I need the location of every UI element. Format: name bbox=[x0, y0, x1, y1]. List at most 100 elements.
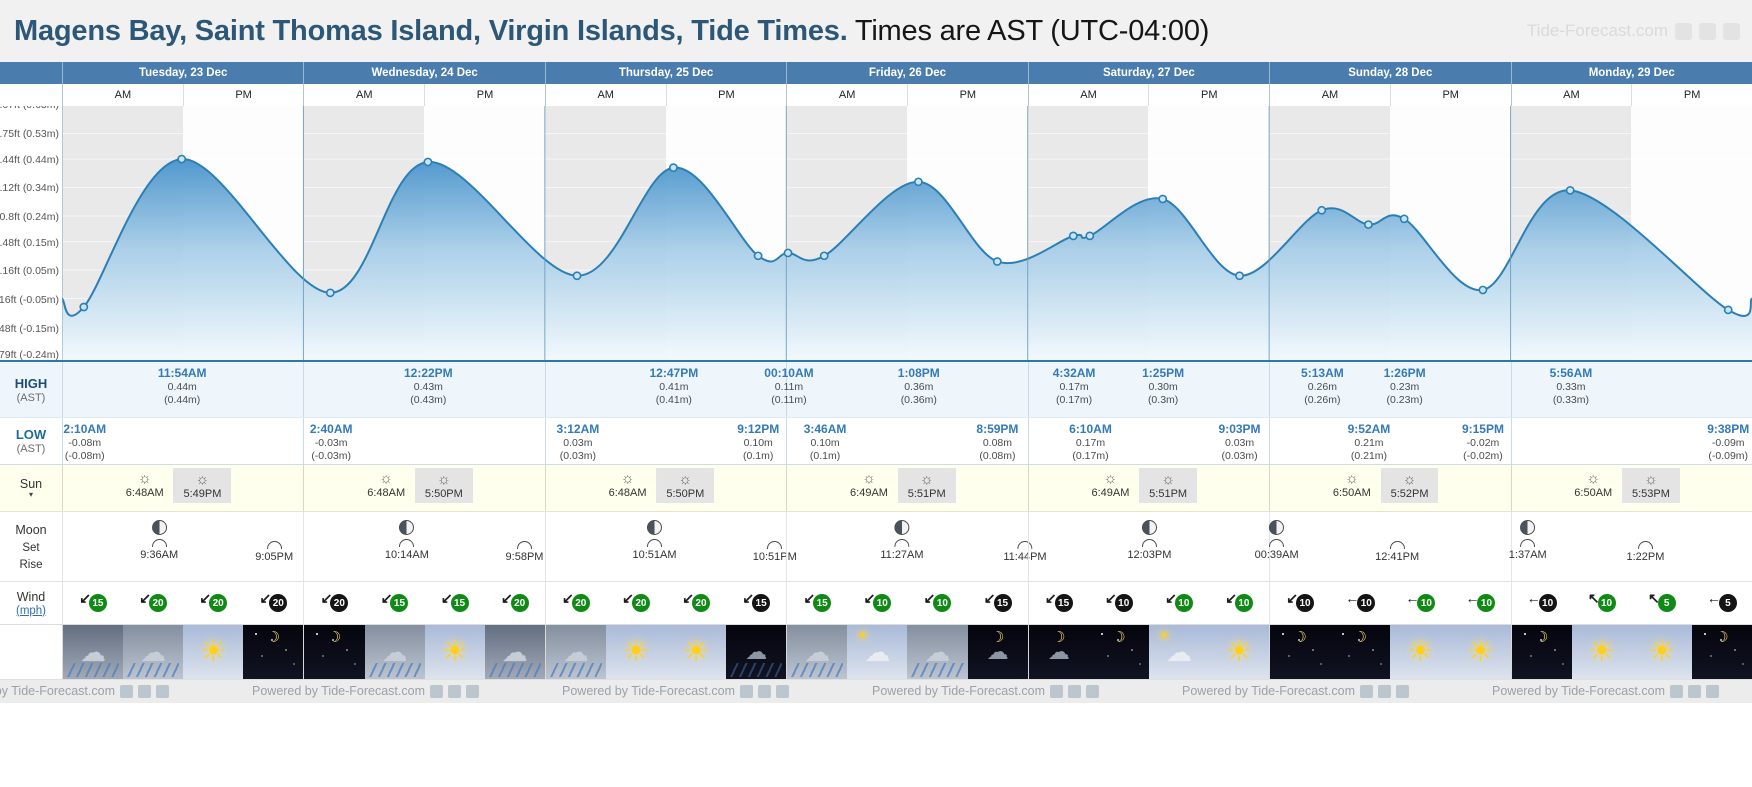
footer-social-icon[interactable] bbox=[740, 684, 753, 698]
wind-direction-arrow-icon: ↖ bbox=[1647, 589, 1660, 606]
wind-direction-arrow-icon: ↙ bbox=[1225, 589, 1237, 606]
moon-rise-arc-icon bbox=[266, 541, 282, 549]
share-icon[interactable] bbox=[1675, 22, 1692, 40]
moon-phase-icon bbox=[151, 520, 167, 535]
footer-powered-by-link[interactable]: Powered by Tide-Forecast.com bbox=[1182, 684, 1409, 698]
footer-social-icon[interactable] bbox=[1396, 684, 1409, 698]
sunrise-time: 6:48AM bbox=[608, 487, 647, 499]
wind-speed-badge: 20 bbox=[149, 594, 168, 612]
footer-powered-by-link[interactable]: Powered by Tide-Forecast.com bbox=[1492, 684, 1719, 698]
high-day-cell: 11:54AM 0.44m (0.44m) bbox=[62, 362, 303, 417]
footer-social-icon[interactable] bbox=[448, 684, 461, 698]
sunrise-icon: ☼ bbox=[620, 470, 635, 487]
wind-day-cell: ↙ 15 ↙ 10 ↙ 10 ↙ 15 bbox=[786, 582, 1027, 624]
weather-day-cell: ☽ ☽ ☀ ☀ bbox=[1269, 625, 1511, 679]
tide-extreme-marker bbox=[753, 251, 763, 261]
footer-social-icon[interactable] bbox=[1068, 684, 1081, 698]
footer-powered-by-link[interactable]: Powered by Tide-Forecast.com bbox=[562, 684, 789, 698]
moon-phase-icon bbox=[1269, 520, 1285, 535]
footer-social-icon[interactable] bbox=[1360, 684, 1373, 698]
high-tide-height-alt: (0.17m) bbox=[1055, 394, 1093, 407]
sunset-entry: ☼ 5:50PM bbox=[656, 468, 715, 503]
wind-slot: ↙ 10 bbox=[1089, 590, 1149, 612]
tide-extreme-marker bbox=[1235, 271, 1244, 281]
high-tide-height: 0.30m bbox=[1148, 381, 1178, 393]
footer-social-icon[interactable] bbox=[156, 684, 169, 698]
cloud-glyph-icon: ☁ bbox=[986, 639, 1009, 664]
moon-set-time: 10:51AM bbox=[632, 549, 677, 561]
low-tide-entry: 9:03PM 0.03m (0.03m) bbox=[1219, 422, 1261, 463]
high-day-cell: 5:56AM 0.33m (0.33m) bbox=[1510, 362, 1752, 417]
low-tide-height-alt: (0.17m) bbox=[1072, 450, 1109, 463]
cloud-glyph-icon: ☁ bbox=[924, 637, 951, 667]
sunrise-icon: ☼ bbox=[1344, 470, 1359, 487]
sun-day-cell: ☼ 6:48AM ☼ 5:50PM bbox=[544, 465, 786, 511]
moon-day-cell: 10:14AM 9:58PM bbox=[303, 512, 544, 581]
sun-glyph-icon: ☀ bbox=[1406, 635, 1434, 668]
low-tide-height: -0.09m bbox=[1711, 437, 1745, 449]
low-tide-height-alt: (0.1m) bbox=[809, 450, 841, 463]
moon-set-entry: 10:51AM bbox=[633, 520, 677, 561]
sunset-time: 5:50PM bbox=[424, 488, 463, 500]
footer-powered-by-link[interactable]: Powered by Tide-Forecast.com bbox=[252, 684, 479, 698]
footer-social-icon[interactable] bbox=[1378, 684, 1391, 698]
wind-speed-badge: 10 bbox=[1417, 594, 1436, 612]
sunset-time: 5:50PM bbox=[666, 488, 705, 500]
sun-glyph-icon: ☀ bbox=[199, 635, 227, 668]
weather-storm-icon: ☁ bbox=[484, 625, 545, 679]
high-tide-height: 0.43m bbox=[413, 381, 443, 393]
high-tide-time: 5:13AM bbox=[1301, 366, 1344, 380]
wind-direction-arrow-icon: ↙ bbox=[259, 589, 272, 606]
low-tide-height-alt: (0.21m) bbox=[1350, 450, 1388, 463]
footer-social-icon[interactable] bbox=[466, 684, 479, 698]
wind-slot: ↙ 15 bbox=[787, 590, 847, 612]
axis-tick-label: 1.44ft (0.44m) bbox=[0, 153, 59, 166]
low-day-cell: 9:38PM -0.09m (-0.09m) bbox=[1510, 418, 1752, 464]
moon-rise-label: Rise bbox=[19, 558, 43, 571]
footer-social-icon[interactable] bbox=[1706, 684, 1719, 698]
sunset-time: 5:51PM bbox=[907, 488, 946, 500]
wind-speed-badge: 15 bbox=[450, 594, 469, 612]
cloud-glyph-icon: ☁ bbox=[501, 637, 528, 667]
watermark-text: Tide-Forecast.com bbox=[1526, 21, 1668, 40]
rain-streaks-icon bbox=[368, 663, 421, 677]
footer-social-icon[interactable] bbox=[758, 684, 771, 698]
footer-social-icon[interactable] bbox=[1688, 684, 1701, 698]
sunset-entry: ☼ 5:50PM bbox=[414, 468, 473, 503]
footer-social-icon[interactable] bbox=[430, 684, 443, 698]
tide-extreme-marker bbox=[669, 163, 678, 172]
wind-slot: ↙ 15 bbox=[968, 590, 1028, 612]
high-tide-height-alt: (0.23m) bbox=[1386, 394, 1423, 407]
day-header-row: Tuesday, 23 Dec Wednesday, 24 Dec Thursday… bbox=[0, 62, 1752, 84]
am-label: AM bbox=[1029, 84, 1150, 106]
wind-direction-arrow-icon: ↙ bbox=[139, 589, 152, 606]
sun-day-cell: ☼ 6:50AM ☼ 5:52PM bbox=[1269, 465, 1510, 511]
day-header: Monday, 29 Dec bbox=[1510, 62, 1752, 84]
sun-day-cell: ☼ 6:48AM ☼ 5:50PM bbox=[303, 465, 544, 511]
footer-social-icon[interactable] bbox=[120, 684, 133, 698]
moon-day-cell: 1:37AM 1:22PM bbox=[1509, 512, 1752, 581]
footer-social-icon[interactable] bbox=[776, 684, 789, 698]
footer-social-icon[interactable] bbox=[1670, 684, 1683, 698]
high-tide-height-alt: (0.3m) bbox=[1147, 394, 1179, 407]
share-icon[interactable] bbox=[1723, 22, 1740, 40]
footer-social-icon[interactable] bbox=[138, 684, 151, 698]
footer-social-icon[interactable] bbox=[1086, 684, 1099, 698]
footer-powered-by-link[interactable]: Powered by Tide-Forecast.com bbox=[0, 684, 169, 698]
low-day-cell: 3:46AM 0.10m (0.1m) 8:59PM 0.08m (0.08m) bbox=[786, 418, 1027, 464]
sunrise-entry: ☼ 6:48AM bbox=[367, 471, 405, 499]
wind-speed-badge: 20 bbox=[269, 594, 288, 612]
sunrise-entry: ☼ 6:48AM bbox=[126, 471, 164, 499]
footer-powered-by-link[interactable]: Powered by Tide-Forecast.com bbox=[872, 684, 1099, 698]
moon-set-entry: 12:41PM bbox=[1375, 520, 1419, 563]
wind-day-cell: ↙ 15 ↙ 10 ↙ 10 ↙ 10 bbox=[1027, 582, 1269, 624]
low-tide-height-alt: (0.08m) bbox=[979, 450, 1016, 463]
share-icon[interactable] bbox=[1699, 22, 1716, 40]
footer-social-icon[interactable] bbox=[1050, 684, 1063, 698]
wind-speed-badge: 15 bbox=[993, 594, 1012, 612]
sunset-icon: ☼ bbox=[1644, 471, 1658, 488]
ampm-day-cell: AM PM bbox=[544, 84, 786, 106]
weather-suncloud-icon: ☀ ☁ bbox=[847, 625, 908, 679]
wind-units-link[interactable]: (mph) bbox=[15, 604, 47, 617]
weather-axis-stub bbox=[0, 625, 62, 679]
